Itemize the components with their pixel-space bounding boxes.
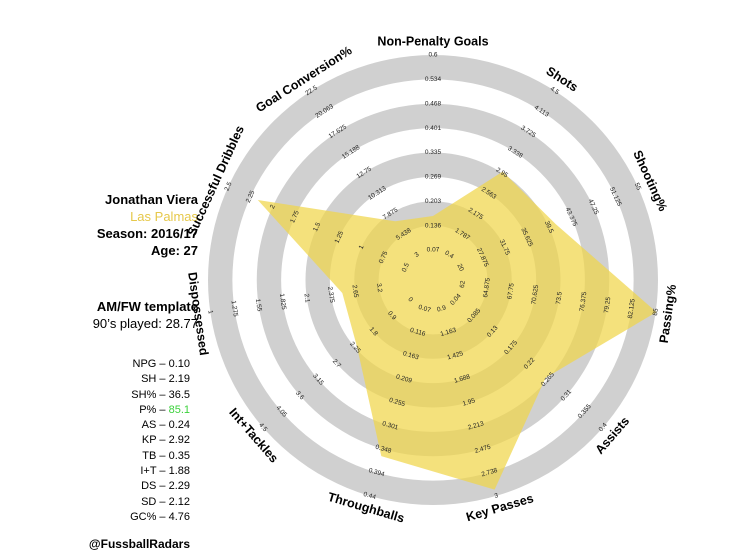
tick-label: 0.255 (388, 397, 406, 408)
tick-label: 0.209 (395, 373, 413, 384)
tick-label: 0.348 (374, 444, 392, 455)
tick-label: 0.4 (443, 250, 455, 261)
minutes-played: 90’s played: 28.77 (92, 316, 198, 331)
tick-label: 79.25 (603, 296, 612, 313)
tick-label: 1.688 (453, 373, 471, 384)
tick-label: 0.5 (401, 262, 411, 273)
tick-label: 2.375 (326, 286, 335, 303)
tick-label: 0.116 (409, 327, 426, 338)
tick-label: 0.163 (402, 350, 420, 361)
player-name: Jonathan Viera (105, 192, 198, 207)
tick-label: 2.5 (223, 181, 233, 192)
template-title: AM/FW template (96, 299, 198, 314)
tick-label: 0.468 (425, 101, 442, 108)
tick-label: 1 (206, 310, 213, 315)
tick-label: 2.738 (481, 467, 499, 478)
tick-label: 0.301 (381, 420, 399, 431)
tick-label: 2.65 (351, 284, 360, 298)
axis-label: Passing% (657, 284, 679, 344)
tick-label: 2.1 (302, 293, 310, 303)
tick-label: 55 (633, 182, 643, 192)
stat-sh: SH – 2.19 (141, 373, 190, 386)
tick-label: 2 (269, 203, 277, 210)
tick-label: 2.213 (467, 420, 485, 431)
tick-label: 0.136 (425, 222, 442, 229)
team-name: Las Palmas (130, 209, 198, 224)
tick-label: 1.425 (446, 350, 464, 361)
tick-label: 0.07 (417, 304, 431, 314)
tick-label: 70.625 (530, 284, 540, 305)
tick-label: 2.25 (245, 189, 257, 204)
tick-label: 39.5 (543, 220, 555, 235)
tick-label: 0.394 (368, 467, 386, 478)
tick-label: 73.5 (555, 291, 564, 305)
stat-sd: SD – 2.12 (141, 495, 190, 508)
stat-it: I+T – 1.88 (140, 465, 190, 478)
season-label: Season: 2016/17 (96, 226, 198, 241)
tick-label: 67.75 (506, 282, 515, 299)
tick-label: 1.25 (334, 230, 346, 245)
template-info: AM/FW template 90’s played: 28.77 (8, 298, 198, 332)
stat-as: AS – 0.24 (141, 419, 190, 432)
tick-label: 2.475 (474, 444, 492, 455)
stat-kp: KP – 2.92 (141, 434, 190, 447)
stat-p-label: P% – (139, 403, 166, 416)
tick-label: 1.95 (462, 397, 476, 407)
age-label: Age: 27 (151, 243, 198, 258)
tick-label: 1.5 (312, 221, 322, 232)
tick-label: 0.335 (425, 149, 442, 156)
tick-label: 1.55 (254, 298, 263, 312)
tick-label: 0.401 (425, 125, 442, 132)
tick-label: 1.275 (230, 300, 239, 317)
stat-p: P% – 85.1 (8, 403, 190, 418)
tick-label: 64.875 (482, 277, 492, 298)
tick-label: 0.44 (362, 491, 376, 501)
tick-label: 2.7 (331, 358, 342, 370)
tick-label: 1 (358, 244, 366, 251)
data-polygon (257, 171, 657, 490)
tick-label: 0.6 (428, 52, 437, 59)
stat-gc: GC% – 4.76 (130, 510, 190, 523)
tick-label: 4.5 (257, 422, 268, 434)
tick-label: 3 (494, 492, 500, 500)
stats-list: NPG – 0.10 SH – 2.19 SH% – 36.5 P% – 85.… (8, 357, 190, 525)
credit-handle: @FussballRadars (88, 537, 190, 551)
stat-npg: NPG – 0.10 (132, 358, 190, 370)
tick-label: 0.9 (436, 304, 447, 313)
tick-label: 0 (406, 296, 414, 304)
tick-label: 0.269 (425, 174, 442, 181)
tick-label: 1.825 (278, 293, 287, 310)
axis-label: Non-Penalty Goals (377, 34, 488, 48)
tick-label: 0.75 (378, 250, 390, 265)
tick-label: 0.07 (427, 247, 440, 254)
stat-shp: SH% – 36.5 (131, 388, 190, 401)
tick-label: 0.4 (598, 421, 609, 433)
tick-label: 1.8 (368, 326, 379, 338)
tick-label: 20 (455, 263, 465, 273)
tick-label: 62 (459, 280, 467, 289)
tick-label: 82.125 (627, 298, 637, 319)
stat-p-value: 85.1 (168, 403, 190, 416)
tick-label: 85 (652, 308, 660, 317)
tick-label: 3 (414, 251, 421, 259)
tick-label: 3.6 (294, 390, 305, 402)
tick-label: 0.9 (386, 310, 397, 322)
stat-tb: TB – 0.35 (142, 449, 190, 462)
tick-label: 1.75 (289, 209, 301, 224)
stat-ds: DS – 2.29 (141, 480, 190, 493)
tick-label: 4.5 (549, 85, 561, 96)
tick-label: 0.534 (425, 76, 442, 83)
tick-label: 1.163 (440, 327, 458, 338)
tick-label: 0.203 (425, 198, 442, 205)
tick-label: 76.375 (579, 291, 589, 312)
player-info: Jonathan Viera Las Palmas Season: 2016/1… (8, 191, 198, 259)
tick-label: 3.2 (375, 283, 383, 293)
